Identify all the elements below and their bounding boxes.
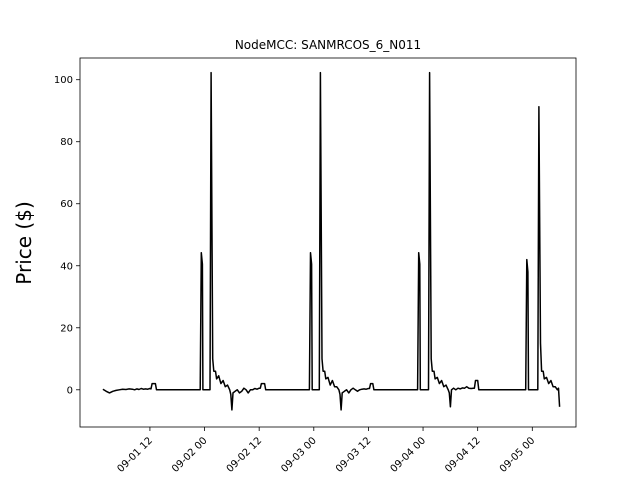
x-tick-label: 09-01 12 [115, 435, 155, 475]
x-tick-label: 09-02 12 [225, 435, 265, 475]
y-tick-label: 20 [60, 323, 73, 334]
plot-frame [79, 57, 577, 428]
x-tick-label: 09-03 12 [334, 435, 374, 475]
y-tick-label: 100 [54, 75, 73, 86]
x-tick-label: 09-04 12 [443, 435, 483, 475]
y-tick-label: 40 [60, 261, 73, 272]
y-axis-label: Price ($) [12, 201, 36, 284]
x-tick-label: 09-03 00 [279, 435, 319, 475]
y-tick-label: 60 [60, 199, 73, 210]
x-tick-label: 09-04 00 [389, 435, 429, 475]
x-tick-label: 09-02 00 [170, 435, 210, 475]
x-axis: 09-01 12 09-02 00 09-02 12 09-03 00 09-03 12… [115, 427, 537, 475]
y-tick-label: 80 [60, 137, 73, 148]
y-tick-label: 0 [67, 385, 73, 396]
price-series-line [102, 71, 561, 411]
x-tick-label: 09-05 00 [498, 435, 538, 475]
chart-title: NodeMCC: SANMRCOS_6_N011 [235, 38, 421, 52]
y-axis: 0 20 40 60 80 100 [54, 75, 80, 396]
